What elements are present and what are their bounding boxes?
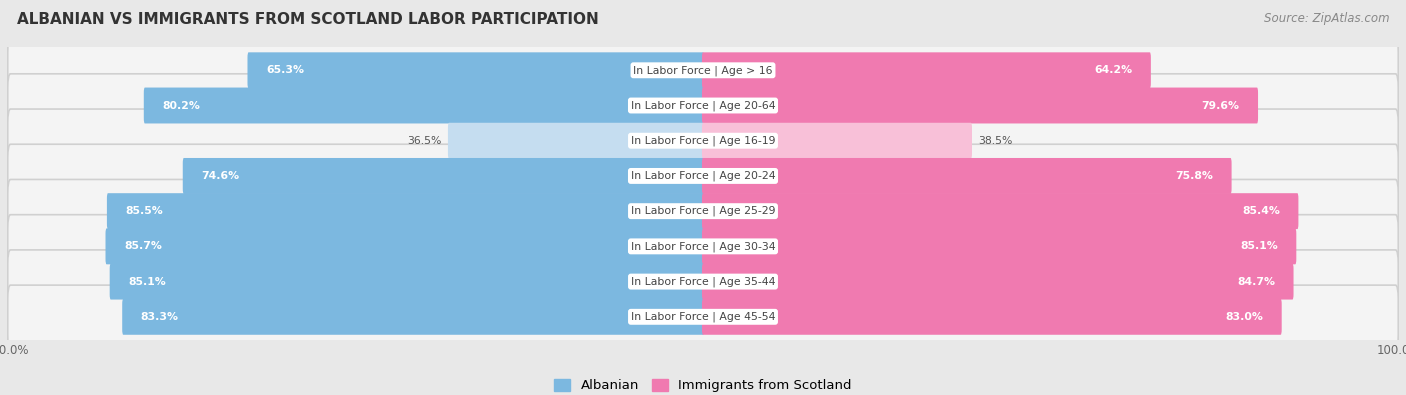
- Text: 74.6%: 74.6%: [201, 171, 239, 181]
- FancyBboxPatch shape: [449, 123, 704, 159]
- FancyBboxPatch shape: [702, 52, 1152, 88]
- FancyBboxPatch shape: [143, 88, 704, 124]
- Text: In Labor Force | Age 35-44: In Labor Force | Age 35-44: [631, 276, 775, 287]
- Text: 85.1%: 85.1%: [1240, 241, 1278, 251]
- Text: In Labor Force | Age 30-34: In Labor Force | Age 30-34: [631, 241, 775, 252]
- Text: 85.1%: 85.1%: [128, 276, 166, 287]
- Text: In Labor Force | Age 20-24: In Labor Force | Age 20-24: [631, 171, 775, 181]
- Text: 64.2%: 64.2%: [1094, 65, 1132, 75]
- FancyBboxPatch shape: [107, 193, 704, 229]
- FancyBboxPatch shape: [247, 52, 704, 88]
- FancyBboxPatch shape: [7, 250, 1399, 313]
- Text: In Labor Force | Age 20-64: In Labor Force | Age 20-64: [631, 100, 775, 111]
- FancyBboxPatch shape: [7, 214, 1399, 278]
- FancyBboxPatch shape: [183, 158, 704, 194]
- FancyBboxPatch shape: [702, 158, 1232, 194]
- Text: 85.4%: 85.4%: [1241, 206, 1279, 216]
- FancyBboxPatch shape: [702, 193, 1298, 229]
- Text: 65.3%: 65.3%: [266, 65, 304, 75]
- Text: 84.7%: 84.7%: [1237, 276, 1275, 287]
- Legend: Albanian, Immigrants from Scotland: Albanian, Immigrants from Scotland: [548, 373, 858, 395]
- FancyBboxPatch shape: [110, 263, 704, 299]
- Text: 79.6%: 79.6%: [1202, 100, 1240, 111]
- Text: ALBANIAN VS IMMIGRANTS FROM SCOTLAND LABOR PARTICIPATION: ALBANIAN VS IMMIGRANTS FROM SCOTLAND LAB…: [17, 12, 599, 27]
- FancyBboxPatch shape: [7, 179, 1399, 243]
- FancyBboxPatch shape: [122, 299, 704, 335]
- FancyBboxPatch shape: [702, 263, 1294, 299]
- Text: 36.5%: 36.5%: [408, 136, 441, 146]
- FancyBboxPatch shape: [105, 228, 704, 264]
- FancyBboxPatch shape: [702, 123, 972, 159]
- FancyBboxPatch shape: [7, 144, 1399, 208]
- FancyBboxPatch shape: [7, 74, 1399, 137]
- FancyBboxPatch shape: [7, 39, 1399, 102]
- Text: 80.2%: 80.2%: [162, 100, 200, 111]
- Text: In Labor Force | Age > 16: In Labor Force | Age > 16: [633, 65, 773, 75]
- Text: 83.0%: 83.0%: [1226, 312, 1263, 322]
- Text: In Labor Force | Age 25-29: In Labor Force | Age 25-29: [631, 206, 775, 216]
- Text: 75.8%: 75.8%: [1175, 171, 1213, 181]
- Text: 83.3%: 83.3%: [141, 312, 179, 322]
- FancyBboxPatch shape: [7, 109, 1399, 173]
- FancyBboxPatch shape: [702, 299, 1282, 335]
- FancyBboxPatch shape: [702, 88, 1258, 124]
- Text: 38.5%: 38.5%: [979, 136, 1012, 146]
- Text: 85.5%: 85.5%: [125, 206, 163, 216]
- Text: In Labor Force | Age 16-19: In Labor Force | Age 16-19: [631, 135, 775, 146]
- FancyBboxPatch shape: [7, 285, 1399, 348]
- Text: Source: ZipAtlas.com: Source: ZipAtlas.com: [1264, 12, 1389, 25]
- Text: In Labor Force | Age 45-54: In Labor Force | Age 45-54: [631, 312, 775, 322]
- Text: 85.7%: 85.7%: [124, 241, 162, 251]
- FancyBboxPatch shape: [702, 228, 1296, 264]
